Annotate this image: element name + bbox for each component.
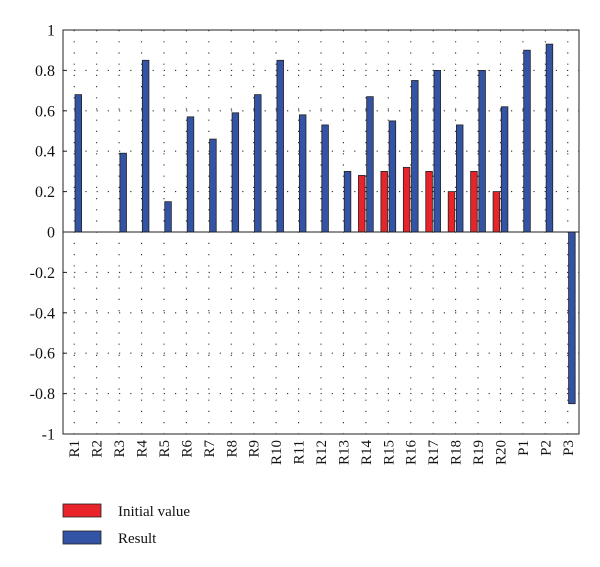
x-tick-label-r18: R18 <box>449 440 465 465</box>
x-tick-label-r1: R1 <box>67 440 83 458</box>
bar-initial-value-r19 <box>470 170 478 233</box>
y-tick-label-6: -0.2 <box>30 265 55 282</box>
x-tick-label-r7: R7 <box>202 440 218 458</box>
y-tick-label-4: 0.2 <box>35 184 55 201</box>
legend-swatch-initial-value <box>62 503 102 518</box>
x-tick-label-r10: R10 <box>269 440 285 465</box>
bar-result-p2 <box>545 43 554 233</box>
bar-result-r12 <box>321 124 329 233</box>
bar-result-r10 <box>276 59 284 233</box>
y-tick-label-8: -0.6 <box>30 346 55 363</box>
bar-result-r4 <box>141 59 150 233</box>
x-tick-label-r14: R14 <box>359 440 375 466</box>
x-tick-label-r5: R5 <box>157 440 173 458</box>
bar-initial-value-r16 <box>402 166 411 233</box>
bar-result-r15 <box>388 120 397 233</box>
y-tick-label-7: -0.4 <box>30 305 55 322</box>
x-tick-label-p2: P2 <box>538 440 554 456</box>
legend-label-initial-value: Initial value <box>118 504 190 520</box>
bar-result-p3 <box>568 231 576 405</box>
bar-result-r16 <box>411 80 419 233</box>
bar-result-r11 <box>298 114 307 233</box>
x-tick-label-r17: R17 <box>426 440 442 466</box>
x-tick-label-r4: R4 <box>135 440 151 458</box>
x-tick-label-r20: R20 <box>493 440 509 465</box>
bar-result-p1 <box>523 49 531 233</box>
legend: Initial value Result <box>62 503 190 547</box>
bar-initial-value-r20 <box>492 191 501 233</box>
x-tick-label-p1: P1 <box>516 440 532 456</box>
bar-result-r20 <box>500 106 509 233</box>
x-tick-label-r2: R2 <box>90 440 106 458</box>
bar-result-r14 <box>366 96 374 233</box>
bar-result-r3 <box>119 152 127 233</box>
bar-result-r6 <box>186 116 195 233</box>
bar-result-r17 <box>433 70 441 233</box>
y-axis-ticks: 1 0.8 0.6 0.4 0.2 0 -0.2 -0.4 -0.6 -0.8 -1 <box>30 23 67 444</box>
bar-result-r1 <box>74 94 83 233</box>
bar-result-r5 <box>164 201 172 233</box>
bar-result-r13 <box>343 170 352 233</box>
bar-result-r18 <box>456 124 464 233</box>
x-tick-label-r11: R11 <box>292 440 308 464</box>
legend-label-result: Result <box>118 531 157 547</box>
x-tick-label-r9: R9 <box>247 440 263 458</box>
x-tick-label-r13: R13 <box>336 440 352 465</box>
x-axis-labels: R1 R2 R3 R4 R5 R6 R7 R8 R9 R10 R11 R12 R13 R14 R15 R16 R… <box>67 440 577 466</box>
y-tick-label-3: 0.4 <box>35 144 55 161</box>
bar-initial-value-r18 <box>447 191 456 233</box>
bar-result-r8 <box>231 112 240 233</box>
x-tick-label-r19: R19 <box>471 440 487 465</box>
legend-swatch-result <box>62 530 102 545</box>
bar-result-r9 <box>254 94 262 233</box>
x-tick-label-p3: P3 <box>561 440 577 456</box>
x-tick-label-r6: R6 <box>179 440 195 458</box>
x-tick-label-r8: R8 <box>224 440 240 458</box>
x-tick-label-r3: R3 <box>112 440 128 458</box>
y-tick-label-10: -1 <box>42 427 55 444</box>
bar-initial-value-r14 <box>358 175 366 233</box>
bar-initial-value-r17 <box>425 170 433 233</box>
y-tick-label-5: 0 <box>47 225 55 242</box>
bar-result-r7 <box>209 138 217 233</box>
y-tick-label-2: 0.6 <box>35 103 55 120</box>
x-tick-label-r12: R12 <box>314 440 330 465</box>
bar-result-r19 <box>478 70 486 233</box>
y-tick-label-0: 1 <box>47 23 55 40</box>
x-tick-label-r15: R15 <box>381 440 397 465</box>
x-tick-label-r16: R16 <box>404 440 420 466</box>
y-tick-label-1: 0.8 <box>35 63 55 80</box>
y-tick-label-9: -0.8 <box>30 386 55 403</box>
bar-initial-value-r15 <box>380 170 388 233</box>
